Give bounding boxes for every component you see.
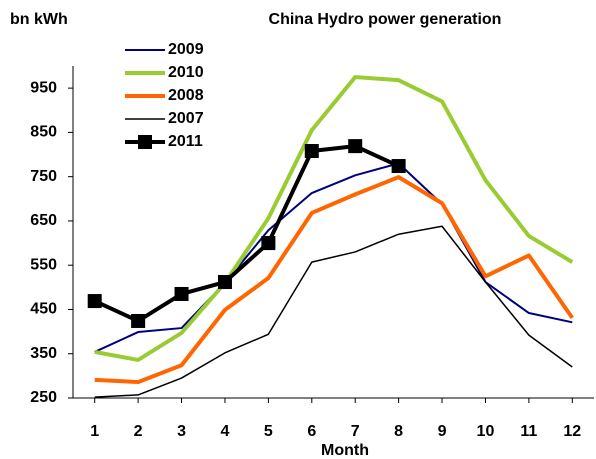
y-tick-label: 450 — [30, 301, 57, 318]
x-tick-label: 6 — [307, 423, 316, 440]
series-line — [94, 175, 574, 385]
point-marker — [348, 139, 363, 154]
chart-title: China Hydro power generation — [269, 11, 502, 28]
x-tick-label: 3 — [177, 423, 186, 440]
y-tick-label: 850 — [30, 124, 57, 141]
y-tick-label: 650 — [30, 212, 57, 229]
x-tick-label: 7 — [351, 423, 360, 440]
point-marker — [174, 286, 189, 301]
point-marker — [87, 294, 102, 309]
y-tick-label: 750 — [30, 168, 57, 185]
y-axis-label: bn kWh — [10, 11, 68, 28]
y-tick-label: 250 — [30, 389, 57, 406]
legend-label: 2008 — [168, 87, 204, 104]
y-tick-label: 950 — [30, 79, 57, 96]
legend-label: 2007 — [168, 110, 204, 127]
x-tick-label: 8 — [394, 423, 403, 440]
series-line — [94, 225, 573, 398]
legend-label: 2010 — [168, 64, 204, 81]
series-line — [93, 144, 400, 323]
x-tick-label: 11 — [520, 423, 537, 440]
point-marker — [217, 275, 232, 290]
legend-label: 2011 — [168, 133, 203, 150]
x-tick-label: 10 — [477, 423, 495, 440]
x-tick-label: 2 — [134, 423, 143, 440]
y-tick-label: 550 — [30, 256, 57, 273]
point-marker — [304, 143, 319, 158]
x-tick-label: 12 — [563, 423, 581, 440]
legend-marker — [138, 135, 152, 149]
x-tick-label: 1 — [90, 423, 99, 440]
x-tick-label: 5 — [264, 423, 273, 440]
x-tick-label: 9 — [438, 423, 447, 440]
x-tick-label: 4 — [221, 423, 230, 440]
point-marker — [261, 236, 276, 251]
x-axis-label: Month — [321, 442, 369, 459]
point-marker — [391, 159, 406, 174]
series-line — [94, 162, 573, 353]
legend-label: 2009 — [168, 41, 204, 58]
y-tick-label: 350 — [30, 345, 57, 362]
series-line — [94, 75, 574, 362]
point-marker — [131, 313, 146, 328]
